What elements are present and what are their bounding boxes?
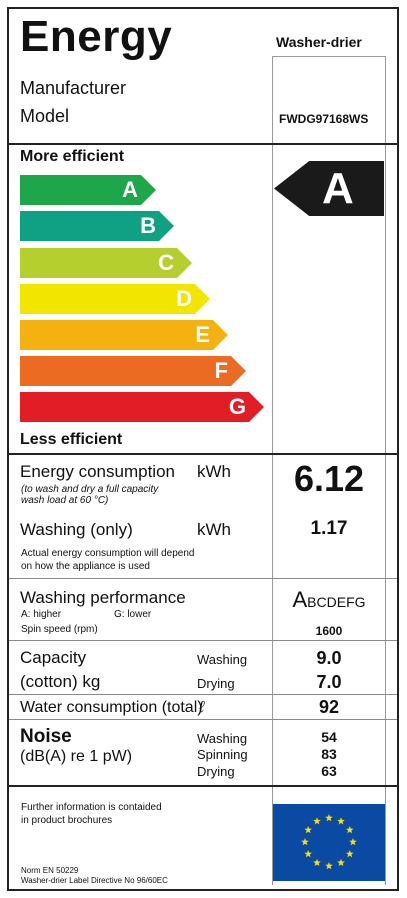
efficiency-bar-letter: D: [176, 286, 192, 311]
eu-star: [301, 838, 309, 846]
eu-star: [304, 850, 313, 858]
efficiency-bar-e: E: [20, 320, 228, 350]
eu-star: [325, 814, 333, 822]
eu-star: [337, 817, 345, 825]
performance-scale-low: G: lower: [114, 609, 152, 620]
spin-speed-label: Spin speed (rpm): [21, 624, 98, 635]
eu-stars-icon: [301, 814, 357, 870]
capacity-label: Capacity: [20, 648, 87, 667]
info-line2: in product brochures: [21, 815, 113, 826]
water-consumption-value: 92: [318, 697, 340, 717]
capacity-unit: (cotton) kg: [20, 672, 101, 691]
efficiency-bar-letter: A: [122, 177, 138, 202]
water-unit: ℓ: [199, 699, 205, 716]
noise-washing-value: 54: [321, 729, 337, 745]
model-label: Model: [20, 106, 70, 126]
washing-only-unit: kWh: [197, 520, 231, 539]
washing-note-line1: Actual energy consumption will depend: [21, 548, 195, 559]
model-value: FWDG97168WS: [279, 112, 369, 126]
eu-star: [345, 826, 354, 834]
eu-star: [345, 850, 354, 858]
performance-class-rest: BCDEFG: [307, 594, 366, 610]
energy-class-value: A: [322, 164, 354, 213]
more-efficient-label: More efficient: [20, 148, 125, 165]
capacity-drying-value: 7.0: [316, 672, 342, 692]
energy-note-line2: wash load at 60 °C): [21, 495, 109, 506]
energy-unit: kWh: [197, 462, 231, 481]
info-line1: Further information is contaided: [21, 802, 162, 813]
noise-spinning-value: 83: [321, 746, 337, 762]
spin-speed-value: 1600: [315, 624, 343, 638]
efficiency-bar-c: C: [20, 248, 192, 278]
energy-consumption-label: Energy consumption: [20, 462, 175, 481]
less-efficient-label: Less efficient: [20, 431, 123, 448]
divider: [9, 143, 397, 145]
performance-class-selected: A: [292, 587, 308, 612]
eu-star: [337, 858, 345, 867]
noise-spinning-label: Spinning: [197, 747, 248, 762]
efficiency-bar-g: G: [20, 392, 264, 422]
efficiency-bar-f: F: [20, 356, 246, 386]
capacity-drying-label: Drying: [197, 676, 235, 691]
appliance-type: Washer-drier: [276, 34, 362, 50]
noise-washing-label: Washing: [197, 731, 248, 746]
divider: [9, 719, 397, 720]
performance-class: ABCDEFG: [272, 588, 386, 614]
divider: [9, 640, 397, 641]
energy-consumption-value: 6.12: [293, 458, 365, 499]
efficiency-bar-letter: F: [214, 358, 228, 383]
noise-drying-label: Drying: [197, 764, 235, 779]
performance-scale-high: A: higher: [21, 609, 62, 620]
water-consumption-label: Water consumption (total): [20, 699, 203, 716]
eu-star: [304, 826, 313, 834]
energy-label-frame: [7, 7, 399, 891]
eu-star: [325, 862, 333, 870]
eu-star: [313, 858, 321, 867]
value-column: [272, 56, 386, 885]
label-title: Energy: [20, 12, 173, 61]
noise-unit: (dB(A) re 1 pW): [20, 748, 133, 765]
efficiency-bar-letter: B: [140, 213, 156, 238]
washing-only-label: Washing (only): [20, 520, 133, 539]
washing-only-value: 1.17: [310, 518, 348, 539]
washing-note-line2: on how the appliance is used: [21, 561, 150, 572]
efficiency-bar-letter: G: [228, 394, 246, 419]
divider: [9, 694, 397, 695]
manufacturer-label: Manufacturer: [20, 78, 127, 98]
directive-text: Washer-drier Label Directive No 96/60EC: [21, 876, 168, 885]
norm-text: Norm EN 50229: [21, 866, 79, 875]
noise-drying-value: 63: [321, 763, 337, 779]
efficiency-bar-d: D: [20, 284, 210, 314]
eu-star: [349, 838, 357, 846]
efficiency-bar-b: B: [20, 211, 174, 241]
energy-note-line1: (to wash and dry a full capacity: [21, 484, 159, 495]
eu-star: [313, 817, 321, 825]
efficiency-bar-letter: C: [158, 250, 174, 275]
noise-label: Noise: [20, 726, 72, 747]
efficiency-bar-letter: E: [195, 322, 210, 347]
divider: [9, 453, 397, 455]
divider: [9, 785, 397, 787]
capacity-washing-value: 9.0: [316, 648, 342, 668]
energy-class-indicator: A: [274, 161, 384, 216]
washing-performance-label: Washing performance: [20, 588, 186, 607]
eu-flag: [273, 804, 385, 881]
divider: [9, 578, 397, 579]
efficiency-bar-a: A: [20, 175, 156, 205]
capacity-washing-label: Washing: [197, 652, 248, 667]
